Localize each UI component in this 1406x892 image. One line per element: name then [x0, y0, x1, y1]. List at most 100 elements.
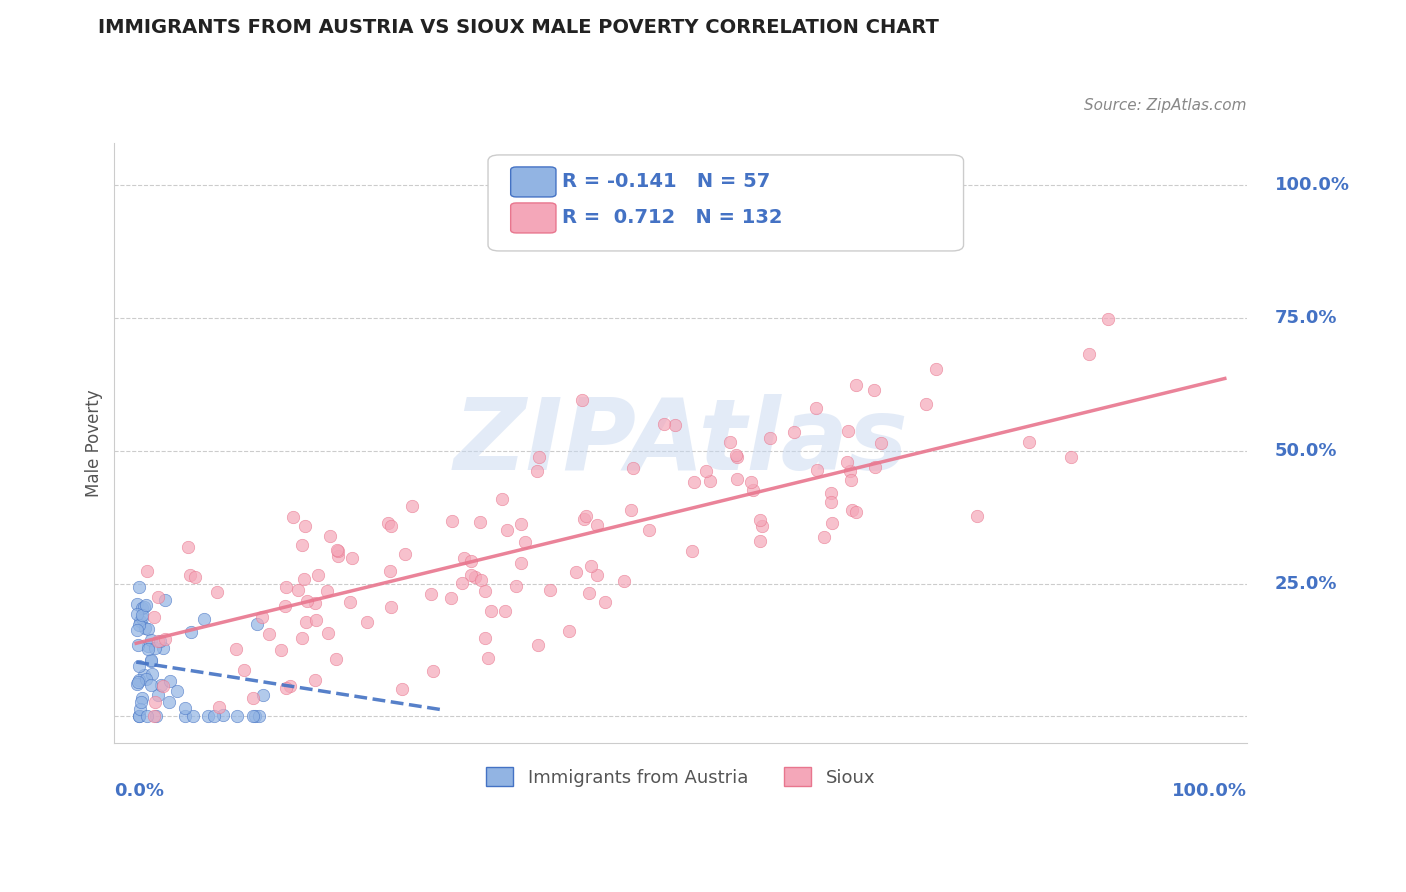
Point — [966, 509, 988, 524]
Point — [515, 534, 537, 549]
Point — [419, 587, 441, 601]
Point — [495, 524, 517, 538]
Point — [152, 679, 174, 693]
Point — [274, 599, 297, 614]
Point — [1060, 450, 1083, 464]
Point — [356, 615, 378, 629]
Text: Source: ZipAtlas.com: Source: ZipAtlas.com — [1084, 98, 1247, 113]
Point — [179, 568, 201, 582]
Point — [152, 640, 174, 655]
Point — [401, 499, 423, 513]
Point — [225, 642, 247, 657]
Point — [748, 513, 770, 527]
Point — [804, 401, 827, 415]
Point — [174, 709, 197, 723]
Point — [131, 607, 153, 622]
Point — [391, 681, 413, 696]
Point — [155, 632, 177, 647]
Point — [281, 509, 304, 524]
Point — [180, 624, 202, 639]
Legend: Immigrants from Austria, Sioux: Immigrants from Austria, Sioux — [479, 760, 882, 794]
Point — [307, 568, 329, 582]
Point — [193, 612, 215, 626]
Point — [914, 397, 936, 411]
Point — [252, 688, 274, 702]
FancyBboxPatch shape — [510, 203, 555, 233]
Point — [527, 450, 550, 465]
Point — [741, 483, 763, 498]
Point — [863, 383, 886, 397]
Point — [136, 564, 159, 578]
Point — [751, 518, 773, 533]
Point — [326, 549, 349, 564]
Point — [479, 604, 502, 618]
Point — [125, 597, 148, 611]
Point — [579, 558, 602, 573]
Point — [177, 540, 200, 554]
Point — [132, 600, 155, 615]
Point — [146, 634, 169, 648]
Point — [319, 529, 342, 543]
Point — [135, 598, 157, 612]
Point — [280, 679, 302, 693]
Point — [125, 607, 148, 621]
Point — [340, 550, 363, 565]
Point — [725, 449, 748, 463]
Point — [146, 590, 169, 604]
Point — [136, 709, 159, 723]
Point — [184, 570, 207, 584]
Text: 25.0%: 25.0% — [1275, 574, 1337, 592]
Point — [695, 465, 717, 479]
Point — [145, 709, 167, 723]
Point — [578, 586, 600, 600]
Point — [783, 425, 806, 440]
Point — [494, 604, 516, 618]
Point — [197, 709, 219, 723]
Point — [572, 512, 595, 526]
Point — [128, 673, 150, 687]
Point — [211, 708, 233, 723]
Point — [377, 516, 399, 530]
Point — [470, 573, 492, 587]
Point — [316, 584, 339, 599]
Point — [131, 691, 153, 706]
Point — [718, 434, 741, 449]
Y-axis label: Male Poverty: Male Poverty — [86, 389, 103, 497]
Point — [491, 492, 513, 507]
Point — [453, 551, 475, 566]
Point — [294, 519, 316, 533]
Point — [575, 508, 598, 523]
Point — [143, 610, 166, 624]
Point — [207, 585, 229, 599]
Point — [585, 518, 607, 533]
Point — [725, 472, 748, 486]
Point — [243, 709, 266, 723]
Point — [295, 615, 318, 630]
Point — [813, 530, 835, 544]
Point — [291, 631, 314, 645]
Point — [1078, 347, 1101, 361]
Point — [509, 517, 531, 532]
Point — [806, 463, 828, 477]
Point — [440, 591, 463, 606]
Point — [270, 642, 292, 657]
Point — [246, 617, 269, 632]
Point — [287, 583, 309, 598]
Point — [845, 377, 868, 392]
Point — [128, 709, 150, 723]
Point — [621, 460, 644, 475]
Point — [820, 494, 842, 508]
Point — [166, 684, 188, 698]
Point — [526, 464, 548, 478]
Text: 0.0%: 0.0% — [114, 782, 165, 800]
FancyBboxPatch shape — [510, 167, 555, 197]
Text: 100.0%: 100.0% — [1171, 782, 1247, 800]
Point — [841, 503, 863, 517]
Point — [127, 677, 149, 691]
Point — [620, 503, 643, 517]
Point — [683, 475, 706, 489]
Point — [837, 425, 859, 439]
Point — [558, 624, 581, 639]
Point — [654, 417, 676, 431]
Point — [339, 595, 361, 609]
